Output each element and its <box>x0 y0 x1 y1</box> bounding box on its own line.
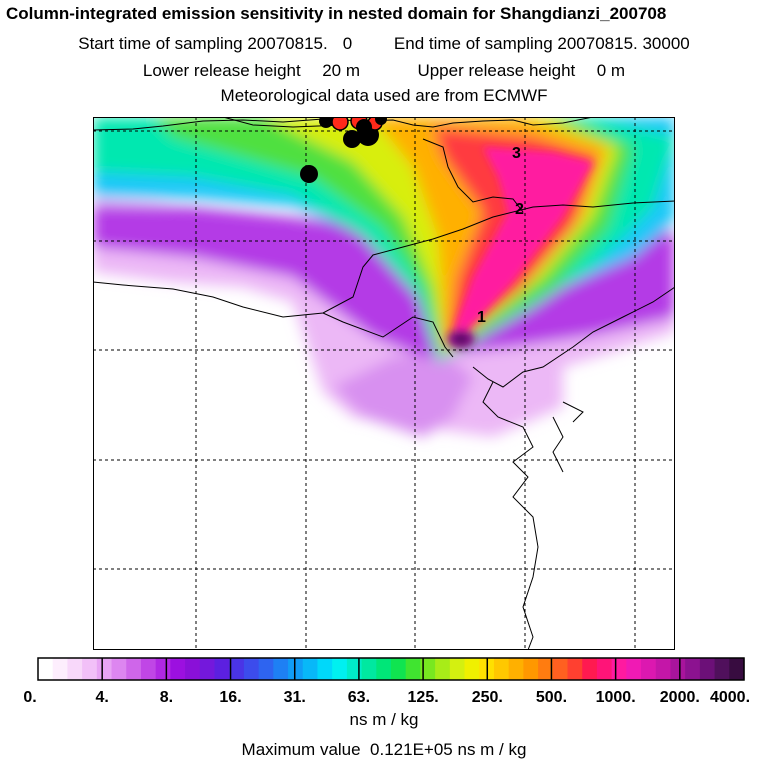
colorbar-cell <box>420 658 436 680</box>
colorbar-cell <box>699 658 716 680</box>
colorbar-cell <box>199 658 216 680</box>
upper-release-label: Upper release height <box>417 61 576 80</box>
colorbar-cell <box>567 658 583 680</box>
colorbar-tick-label: 8. <box>160 689 173 706</box>
colorbar-tick-label: 0. <box>23 689 36 706</box>
colorbar-tick-label: 250. <box>472 689 503 706</box>
colorbar-cell <box>332 658 348 680</box>
lower-release-label: Lower release height <box>142 61 301 80</box>
colorbar-cell <box>670 658 686 680</box>
maximum-value: Maximum value 0.121E+05 ns m / kg <box>0 740 768 760</box>
colorbar-cell <box>258 658 274 680</box>
sampling-times: Start time of sampling 20070815. 0 End t… <box>0 34 768 54</box>
colorbar-tick-label: 4. <box>96 689 109 706</box>
release-heights: Lower release height 20 m Upper release … <box>0 61 768 81</box>
colorbar-cell <box>243 658 260 680</box>
colorbar-tick-label: 125. <box>408 689 439 706</box>
map-title: Column-integrated emission sensitivity i… <box>6 4 667 23</box>
colorbar-cell <box>229 658 245 680</box>
colorbar-cell <box>508 658 524 680</box>
met-data-note: Meteorological data used are from ECMWF <box>220 86 548 105</box>
colorbar-cell <box>596 658 613 680</box>
start-hour: 0 <box>342 34 353 53</box>
colorbar-cell <box>288 658 304 680</box>
colorbar-cell <box>655 658 672 680</box>
colorbar-cell <box>214 658 230 680</box>
release-point-marker <box>319 117 333 128</box>
sensitivity-field: 1 2 3 <box>93 117 675 650</box>
plume-purple <box>333 352 473 437</box>
emission-sensitivity-map: 1 2 3 <box>93 117 675 650</box>
colorbar-cell <box>96 658 113 680</box>
colorbar-cell <box>273 658 289 680</box>
colorbar-cell <box>464 658 480 680</box>
colorbar-cell <box>317 658 333 680</box>
colorbar-cell <box>626 658 642 680</box>
graticule <box>93 117 675 650</box>
colorbar-cell <box>611 658 627 680</box>
colorbar-tick-label: 500. <box>536 689 567 706</box>
colorbar-cell <box>155 658 171 680</box>
release-point-marker <box>300 165 318 183</box>
colorbar-cell <box>126 658 142 680</box>
colorbar-cell <box>376 658 392 680</box>
plume-magenta <box>453 147 593 335</box>
colorbar-tick-label: 16. <box>219 689 241 706</box>
colorbar-cell <box>391 658 407 680</box>
colorbar-units: ns m / kg <box>349 710 419 729</box>
colorbar-cell <box>346 658 363 680</box>
start-time-label: Start time of sampling 20070815. <box>78 34 328 53</box>
colorbar-cell <box>449 658 466 680</box>
colorbar-cell <box>582 658 598 680</box>
colorbar-ticks <box>101 658 681 680</box>
release-point-marker <box>343 130 361 148</box>
max-value-number: 0.121E+05 ns m / kg <box>370 740 527 759</box>
colorbar-cell <box>302 658 319 680</box>
colorbar-cell <box>685 658 701 680</box>
day-label-1: 1 <box>477 309 486 326</box>
colorbar-tick-label: 4000. <box>710 689 750 706</box>
max-value-label: Maximum value <box>241 740 361 759</box>
plume-peak-core <box>454 334 468 344</box>
upper-release-value: 0 m <box>596 61 626 80</box>
release-point-marker <box>375 117 387 125</box>
colorbar-cell <box>641 658 657 680</box>
colorbar-cell <box>185 658 201 680</box>
release-markers <box>300 117 387 183</box>
colorbar-cell <box>552 658 569 680</box>
colorbar-cell <box>493 658 510 680</box>
colorbar-cell <box>140 658 157 680</box>
colorbar-cell <box>111 658 127 680</box>
colorbar-cell <box>170 658 186 680</box>
plume-violet <box>93 205 675 357</box>
end-time-label: End time of sampling 20070815. 30000 <box>393 34 690 53</box>
colorbar-tick-label: 31. <box>284 689 306 706</box>
colorbar-tick-label: 2000. <box>660 689 700 706</box>
day-label-3: 3 <box>512 145 521 162</box>
colorbar-cell <box>729 658 745 680</box>
colorbar-tick-label: 63. <box>348 689 370 706</box>
lower-release-value: 20 m <box>322 61 360 80</box>
colorbar-cell <box>405 658 422 680</box>
colorbar-cells <box>38 658 745 680</box>
colorbar-cell <box>82 658 98 680</box>
colorbar-tick-label: 1000. <box>596 689 636 706</box>
colorbar-cell <box>538 658 554 680</box>
coastlines <box>93 117 675 650</box>
colorbar: 0. 4. 8. 16. 31. 63. 125. 250. 500. 1000. 2000. 400… <box>23 657 750 706</box>
colorbar-tick-labels: 0. 4. 8. 16. 31. 63. 125. 250. 500. 1000. 2000. 400… <box>23 689 750 706</box>
release-point-marker <box>356 119 372 135</box>
colorbar-cell <box>435 658 451 680</box>
colorbar-frame <box>37 657 745 681</box>
colorbar-cell <box>361 658 377 680</box>
colorbar-cell <box>523 658 539 680</box>
release-point-marker <box>331 117 349 131</box>
colorbar-cell <box>38 658 54 680</box>
colorbar-cell <box>714 658 730 680</box>
colorbar-cell <box>52 658 69 680</box>
day-label-2: 2 <box>515 201 524 218</box>
colorbar-cell <box>67 658 83 680</box>
map-frame <box>93 117 675 650</box>
